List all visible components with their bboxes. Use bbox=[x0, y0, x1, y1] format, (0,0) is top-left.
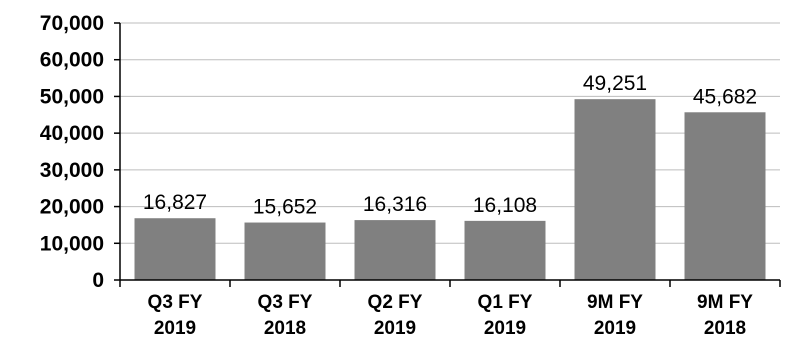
data-labels: 16,827 15,652 16,316 16,108 49,251 45,682 bbox=[143, 72, 757, 218]
y-tick-label: 40,000 bbox=[40, 122, 104, 145]
y-tick-label: 0 bbox=[92, 269, 104, 292]
y-tick-label: 60,000 bbox=[40, 49, 104, 72]
data-label: 16,316 bbox=[363, 193, 427, 216]
bar bbox=[464, 220, 546, 280]
y-tick-label: 50,000 bbox=[40, 85, 104, 108]
data-label: 16,108 bbox=[473, 194, 537, 217]
bar bbox=[244, 222, 326, 280]
x-tick-label: Q2 FY bbox=[368, 292, 423, 313]
bar bbox=[684, 112, 766, 280]
x-tick-label: 9M FY bbox=[697, 292, 753, 313]
y-axis-ticks: 0 10,000 20,000 30,000 40,000 50,000 60,000 70,… bbox=[40, 12, 104, 292]
x-tick-label: 2019 bbox=[154, 318, 196, 339]
axes bbox=[114, 22, 781, 287]
y-tick-label: 10,000 bbox=[40, 232, 104, 255]
bar bbox=[354, 220, 436, 280]
data-label: 45,682 bbox=[693, 85, 757, 108]
y-tick-label: 20,000 bbox=[40, 196, 104, 219]
x-tick-label: Q3 FY bbox=[258, 292, 313, 313]
x-tick-label: 2018 bbox=[704, 318, 746, 339]
x-tick-label: 9M FY bbox=[587, 292, 643, 313]
bars bbox=[134, 99, 766, 281]
x-tick-label: Q1 FY bbox=[478, 292, 533, 313]
x-tick-label: Q3 FY bbox=[148, 292, 203, 313]
bar bbox=[574, 99, 656, 281]
x-axis-ticks: Q3 FY 2019 Q3 FY 2018 Q2 FY 2019 Q1 FY 2019 9M F… bbox=[148, 292, 754, 339]
data-label: 15,652 bbox=[253, 196, 317, 219]
y-tick-label: 30,000 bbox=[40, 159, 104, 182]
x-tick-label: 2018 bbox=[264, 318, 306, 339]
data-label: 49,251 bbox=[583, 72, 647, 95]
x-tick-label: 2019 bbox=[594, 318, 636, 339]
y-tick-label: 70,000 bbox=[40, 12, 104, 35]
x-tick-label: 2019 bbox=[484, 318, 526, 339]
data-label: 16,827 bbox=[143, 191, 207, 214]
gridlines bbox=[120, 22, 780, 244]
bar bbox=[134, 218, 216, 280]
x-tick-label: 2019 bbox=[374, 318, 416, 339]
